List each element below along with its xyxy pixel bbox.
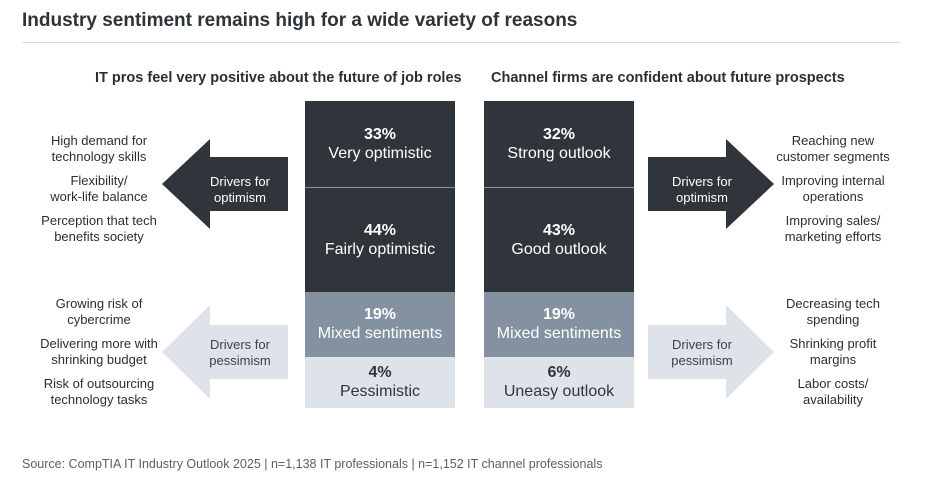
segment-label: Uneasy outlook <box>503 383 615 400</box>
driver-line: marketing efforts <box>784 229 882 244</box>
segment-label: Strong outlook <box>507 144 611 162</box>
driver-line: customer segments <box>776 149 890 164</box>
driver-item: Flexibility/ work-life balance <box>24 173 174 205</box>
arrow-label-line: Drivers for <box>210 174 270 189</box>
driver-line: Risk of outsourcing <box>43 376 155 391</box>
segment-label: Pessimistic <box>339 383 420 400</box>
segment-percent: 44% <box>363 221 397 239</box>
driver-item: Shrinking profit margins <box>758 336 908 368</box>
driver-line: Labor costs/ <box>797 376 869 391</box>
arrow-label-line: Drivers for <box>210 337 270 352</box>
right-section-heading: Channel firms are confident about future… <box>491 70 845 86</box>
driver-line: technology skills <box>51 149 147 164</box>
driver-line: work-life balance <box>50 189 148 204</box>
left-pessimism-arrow-label: Drivers for pessimism <box>198 337 282 369</box>
driver-item: Reaching new customer segments <box>758 133 908 165</box>
driver-line: technology tasks <box>50 392 148 407</box>
arrow-label-line: pessimism <box>671 353 733 368</box>
segment-mixed-sentiments: 19% Mixed sentiments <box>305 292 455 357</box>
page-title: Industry sentiment remains high for a wi… <box>22 10 578 31</box>
driver-line: cybercrime <box>67 312 131 327</box>
arrow-label-line: pessimism <box>209 353 271 368</box>
right-optimism-drivers: Reaching new customer segments Improving… <box>758 133 908 253</box>
driver-item: Growing risk of cybercrime <box>24 296 174 328</box>
right-pessimism-arrow <box>648 305 774 399</box>
driver-line: benefits society <box>54 229 144 244</box>
right-optimism-arrow-label: Drivers for optimism <box>660 174 744 206</box>
segment-label: Mixed sentiments <box>317 325 443 342</box>
left-optimism-drivers: High demand for technology skills Flexib… <box>24 133 174 253</box>
segment-percent: 19% <box>363 306 397 323</box>
right-pessimism-drivers: Decreasing tech spending Shrinking profi… <box>758 296 908 416</box>
segment-label: Fairly optimistic <box>324 240 436 258</box>
segment-very-optimistic: 33% Very optimistic <box>305 101 455 187</box>
segment-percent: 19% <box>542 306 576 323</box>
left-optimism-arrow-label: Drivers for optimism <box>200 174 280 206</box>
left-optimism-arrow <box>162 139 288 229</box>
segment-divider <box>305 187 455 188</box>
driver-line: Decreasing tech <box>786 296 880 311</box>
segment-pessimistic: 4% Pessimistic <box>305 357 455 408</box>
it-pros-sentiment-column: 33% Very optimistic 44% Fairly optimisti… <box>305 101 455 408</box>
arrow-right-light-shape <box>648 305 774 399</box>
title-divider <box>22 42 900 43</box>
right-optimism-arrow <box>648 139 774 229</box>
driver-item: High demand for technology skills <box>24 133 174 165</box>
arrow-right-dark-shape <box>648 139 774 229</box>
driver-line: Flexibility/ <box>70 173 128 188</box>
segment-good-outlook: 43% Good outlook <box>484 188 634 292</box>
arrow-label-line: Drivers for <box>672 174 732 189</box>
driver-line: High demand for <box>50 133 148 148</box>
driver-item: Labor costs/ availability <box>758 376 908 408</box>
left-section-heading: IT pros feel very positive about the fut… <box>95 70 462 86</box>
driver-line: spending <box>806 312 860 327</box>
arrow-label-line: optimism <box>675 190 728 205</box>
segment-uneasy-outlook: 6% Uneasy outlook <box>484 357 634 408</box>
arrow-left-dark-shape <box>162 139 288 229</box>
driver-line: Perception that tech <box>41 213 157 228</box>
driver-line: shrinking budget <box>51 352 147 367</box>
segment-label: Very optimistic <box>328 144 432 162</box>
driver-item: Delivering more with shrinking budget <box>24 336 174 368</box>
arrow-left-light-shape <box>162 305 288 399</box>
driver-line: margins <box>809 352 857 367</box>
source-note: Source: CompTIA IT Industry Outlook 2025… <box>22 457 603 471</box>
segment-divider <box>484 187 634 188</box>
driver-item: Risk of outsourcing technology tasks <box>24 376 174 408</box>
driver-line: Growing risk of <box>55 296 143 311</box>
channel-firms-outlook-column: 32% Strong outlook 43% Good outlook 19% … <box>484 101 634 408</box>
driver-item: Decreasing tech spending <box>758 296 908 328</box>
arrow-label-line: optimism <box>213 190 266 205</box>
segment-label: Mixed sentiments <box>496 325 622 342</box>
segment-percent: 6% <box>547 364 571 381</box>
segment-percent: 4% <box>368 364 392 381</box>
arrow-label-line: Drivers for <box>672 337 732 352</box>
driver-line: operations <box>802 189 864 204</box>
driver-item: Improving sales/ marketing efforts <box>758 213 908 245</box>
segment-percent: 43% <box>542 221 576 239</box>
right-pessimism-arrow-label: Drivers for pessimism <box>658 337 746 369</box>
driver-line: availability <box>803 392 863 407</box>
segment-mixed-sentiments: 19% Mixed sentiments <box>484 292 634 357</box>
segment-strong-outlook: 32% Strong outlook <box>484 101 634 187</box>
driver-item: Improving internal operations <box>758 173 908 205</box>
segment-percent: 32% <box>542 125 576 143</box>
driver-line: Delivering more with <box>40 336 158 351</box>
left-pessimism-drivers: Growing risk of cybercrime Delivering mo… <box>24 296 174 416</box>
driver-item: Perception that tech benefits society <box>24 213 174 245</box>
driver-line: Improving internal <box>781 173 885 188</box>
driver-line: Reaching new <box>791 133 875 148</box>
driver-line: Improving sales/ <box>785 213 881 228</box>
segment-percent: 33% <box>363 125 397 143</box>
left-pessimism-arrow <box>162 305 288 399</box>
segment-fairly-optimistic: 44% Fairly optimistic <box>305 188 455 292</box>
segment-label: Good outlook <box>511 240 607 258</box>
driver-line: Shrinking profit <box>789 336 877 351</box>
